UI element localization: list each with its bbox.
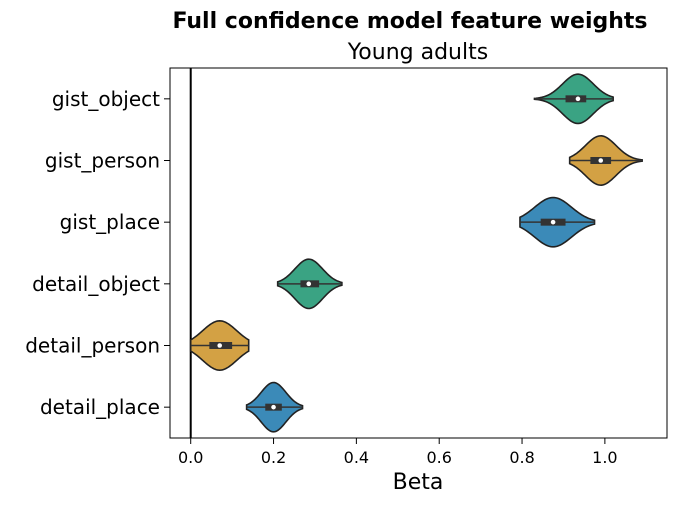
y-tick-label: gist_object bbox=[52, 87, 160, 111]
x-tick-label: 1.0 bbox=[592, 448, 617, 467]
x-tick-label: 0.4 bbox=[344, 448, 369, 467]
y-tick-label: detail_object bbox=[32, 272, 160, 296]
chart-subtitle: Young adults bbox=[347, 40, 488, 65]
violin-median-dot-gist_place bbox=[550, 219, 556, 225]
y-tick-label: detail_place bbox=[40, 395, 160, 419]
x-axis-label: Beta bbox=[393, 470, 444, 495]
x-tick-label: 0.2 bbox=[261, 448, 286, 467]
chart-title: Full confidence model feature weights bbox=[172, 9, 647, 34]
y-axis: gist_object gist_person gist_place detail_o… bbox=[25, 87, 170, 419]
violin-median-dot-gist_object bbox=[575, 96, 581, 102]
plot-area bbox=[189, 68, 643, 438]
y-tick-label: detail_person bbox=[25, 334, 160, 358]
x-tick-label: 0.0 bbox=[178, 448, 203, 467]
violin-median-dot-detail_person bbox=[217, 343, 222, 348]
y-tick-label: gist_place bbox=[60, 210, 160, 234]
violin-median-dot-gist_person bbox=[598, 158, 604, 163]
x-axis: 0.0 0.2 0.4 0.6 0.8 1.0 bbox=[178, 438, 618, 467]
y-tick-label: gist_person bbox=[45, 149, 160, 173]
violin-median-dot-detail_place bbox=[271, 404, 276, 410]
x-tick-label: 0.6 bbox=[426, 448, 451, 467]
plot-frame bbox=[169, 67, 668, 439]
violin-median-dot-detail_object bbox=[306, 281, 312, 287]
x-tick-label: 0.8 bbox=[509, 448, 534, 467]
